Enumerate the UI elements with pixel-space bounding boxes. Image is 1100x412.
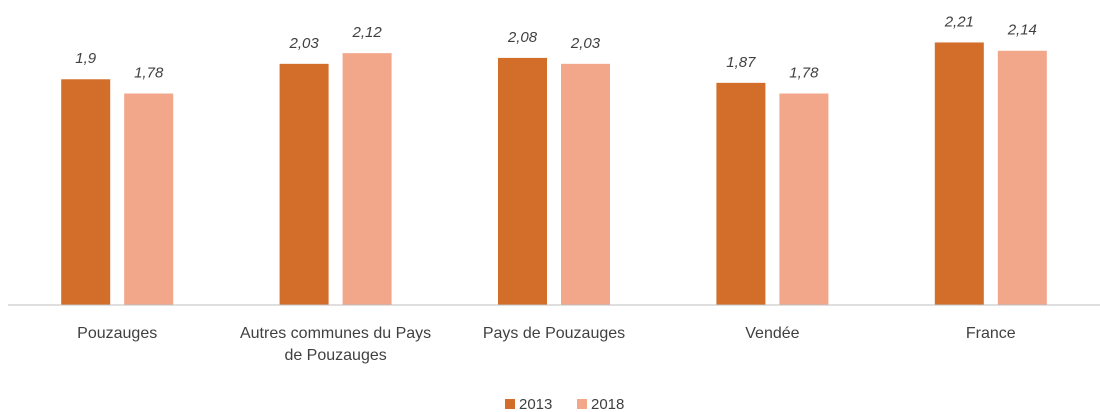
legend-label: 2013	[519, 396, 552, 412]
value-label: 2,03	[288, 35, 319, 52]
legend-swatch	[505, 399, 515, 409]
value-label: 1,78	[134, 65, 164, 82]
value-label: 1,87	[726, 54, 756, 71]
value-label: 2,14	[1007, 22, 1037, 39]
x-tick-label: Autres communes du Pays de Pouzauges	[239, 325, 432, 364]
value-label: 1,78	[789, 65, 819, 82]
x-tick-label: France	[965, 325, 1016, 342]
x-tick-label: Pays de Pouzauges	[482, 325, 626, 342]
bar	[61, 79, 111, 305]
value-label: 1,9	[75, 50, 97, 67]
bar	[779, 93, 829, 305]
legend-label: 2018	[591, 396, 624, 412]
value-label: 2,08	[507, 29, 538, 46]
value-label: 2,21	[944, 13, 974, 30]
bar	[716, 82, 766, 306]
bar	[498, 57, 547, 306]
x-tick-label: Pouzauges	[77, 325, 158, 342]
value-label: 2,12	[351, 24, 382, 41]
value-label: 2,03	[570, 35, 601, 52]
legend-swatch	[577, 399, 587, 409]
bar	[561, 63, 610, 305]
x-tick-label: Vendée	[745, 325, 800, 342]
bar	[934, 42, 984, 306]
bar	[997, 50, 1047, 305]
bar	[279, 63, 329, 305]
bar	[124, 93, 174, 305]
bar	[342, 53, 392, 306]
